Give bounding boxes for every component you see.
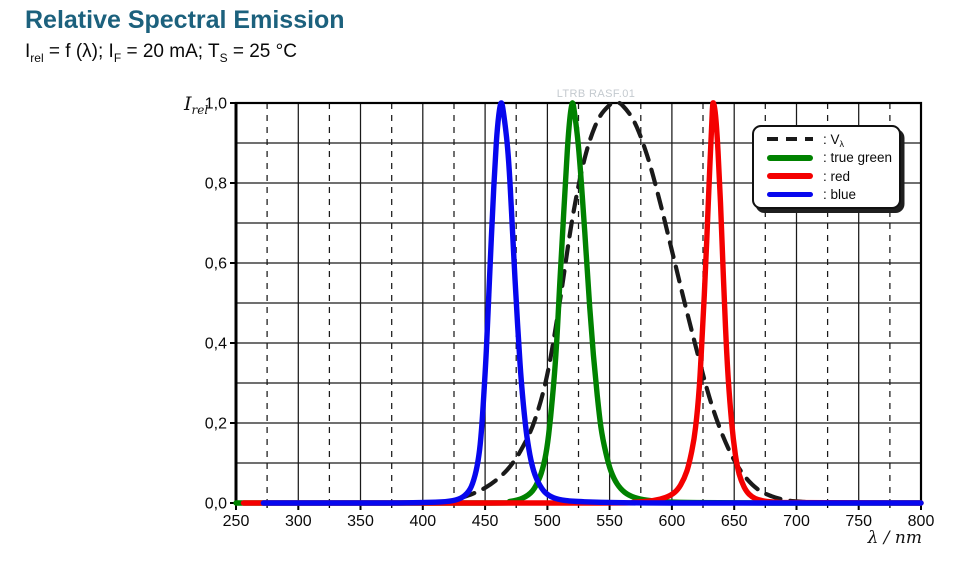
y-tick-label: 1,0 [205, 96, 227, 113]
legend-label-blue: : blue [823, 187, 857, 203]
x-tick-label: 500 [534, 513, 561, 530]
legend-label-vlambda-sub: λ [839, 138, 845, 149]
x-tick-label: 250 [223, 513, 250, 530]
legend-label-vlambda-text: : V [823, 131, 840, 147]
y-axis-label: Irel [184, 93, 209, 117]
chart-conditions: Irel = f (λ); IF = 20 mA; TS = 25 °C [25, 41, 297, 65]
y-axis-label-main: I [184, 93, 192, 115]
red-line-sample [767, 173, 813, 179]
curve-red [240, 100, 924, 506]
subtitle-ts-sub: S [219, 51, 228, 65]
curve-V_lambda [458, 100, 811, 505]
subtitle-temp: = 25 °C [227, 41, 297, 62]
y-tick-label: 0,8 [205, 176, 227, 193]
legend-row-true-green: : true green [754, 149, 899, 167]
subtitle-current: = 20 mA; T [121, 41, 220, 62]
x-tick-label: 350 [347, 513, 374, 530]
x-tick-label: 450 [472, 513, 499, 530]
y-axis-label-sub: rel [191, 103, 209, 117]
x-tick-label: 650 [721, 513, 748, 530]
legend-row-red: : red [754, 167, 899, 185]
x-tick-label: 800 [908, 513, 935, 530]
x-tick-label: 550 [596, 513, 623, 530]
subtitle-irel: I [25, 41, 31, 62]
legend-label-true-green: : true green [823, 150, 893, 166]
x-tick-label: 700 [783, 513, 810, 530]
x-tick-label: 600 [659, 513, 686, 530]
curve-blue [260, 100, 924, 506]
green-line-sample [767, 155, 813, 161]
legend-box: : Vλ : true green : red : blue [752, 125, 901, 209]
subtitle-irel-sub: rel [30, 51, 44, 65]
legend-row-blue: : blue [754, 186, 899, 204]
x-tick-label: 400 [409, 513, 436, 530]
watermark-doc-code: LTRB RASF.01 [556, 88, 636, 100]
x-tick-label: 300 [285, 513, 312, 530]
subtitle-f-lambda: = f (λ); I [43, 41, 114, 62]
legend-row-vlambda: : Vλ [754, 130, 899, 149]
y-tick-label: 0,0 [205, 496, 227, 513]
x-axis-label: λ / nm [856, 528, 922, 548]
x-axis-label-lambda: λ [867, 528, 879, 548]
y-tick-label: 0,6 [205, 256, 227, 273]
page-title: Relative Spectral Emission [25, 6, 345, 34]
y-tick-label: 0,4 [205, 336, 227, 353]
legend-label-red: : red [823, 168, 851, 184]
subtitle-if-sub: F [113, 51, 122, 65]
x-tick-label: 750 [845, 513, 872, 530]
x-axis-label-unit: / nm [878, 528, 922, 548]
y-tick-label: 0,2 [205, 416, 227, 433]
vlambda-dashed-line-sample [767, 137, 813, 142]
blue-line-sample [767, 191, 813, 198]
legend-label-vlambda: : Vλ [823, 131, 845, 149]
